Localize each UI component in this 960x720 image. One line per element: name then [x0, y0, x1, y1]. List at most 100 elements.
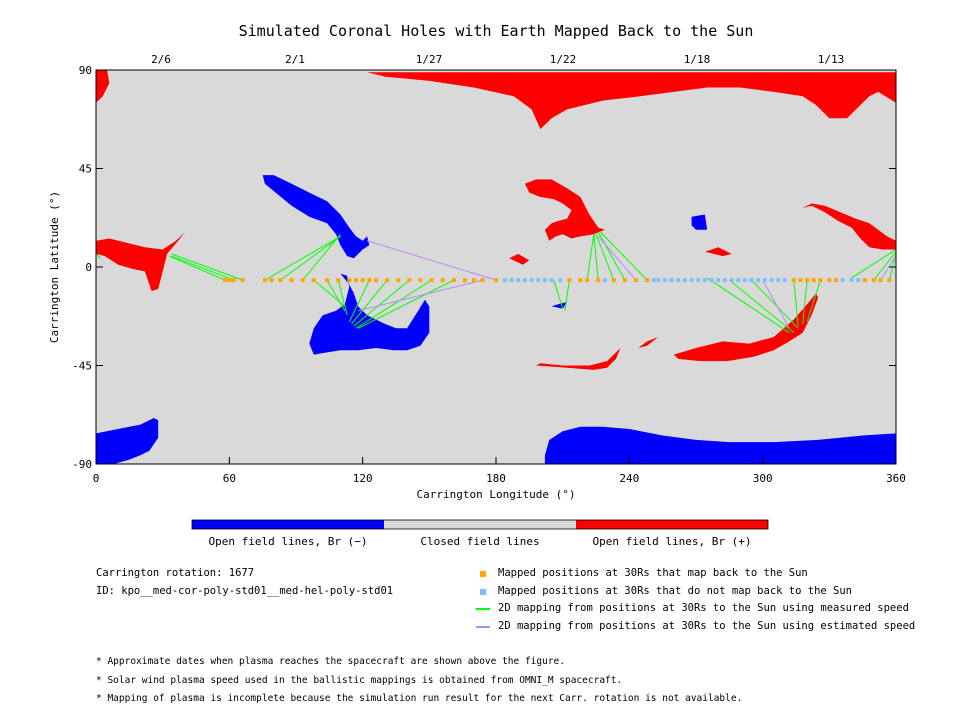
- plot-area: [95, 69, 897, 465]
- unmapped-position-2: [516, 278, 521, 283]
- mapped-position-24: [462, 278, 467, 283]
- legend-measured-label: 2D mapping from positions at 30Rs to the…: [498, 602, 909, 614]
- mapped-position-26: [480, 278, 485, 283]
- unmapped-position-12: [662, 278, 667, 283]
- measured-mapping-line-25: [729, 279, 795, 334]
- negative-coronal-hole-15: [551, 302, 568, 309]
- mapped-position-37: [798, 278, 803, 283]
- measured-mapping-line-17: [564, 280, 570, 311]
- mapped-position-13: [354, 278, 358, 283]
- date-label-5: 1/13: [818, 53, 845, 66]
- positive-coronal-hole-5: [673, 293, 819, 362]
- mapped-position-43: [862, 278, 867, 283]
- positive-coronal-hole-9: [704, 247, 732, 257]
- x-tick-label-3: 180: [486, 472, 506, 485]
- unmapped-position-17: [696, 278, 701, 283]
- negative-coronal-hole-10: [262, 175, 370, 259]
- measured-mapping-line-8: [337, 280, 348, 316]
- mapped-position-12: [347, 278, 352, 283]
- legend-measured-marker: [476, 608, 490, 610]
- date-label-1: 2/1: [285, 53, 305, 66]
- date-label-2: 1/27: [416, 53, 443, 66]
- mapped-position-31: [596, 278, 601, 283]
- positive-coronal-hole-4: [802, 203, 896, 250]
- mapped-position-19: [407, 278, 412, 283]
- unmapped-position-14: [676, 278, 681, 283]
- unmapped-position-31: [840, 278, 845, 283]
- footnote-2: * Solar wind plasma speed used in the ba…: [96, 675, 623, 686]
- mapped-position-2: [231, 278, 236, 283]
- mapped-position-40: [818, 278, 823, 283]
- mapped-position-33: [622, 278, 627, 283]
- x-tick-label-5: 300: [753, 472, 773, 485]
- unmapped-position-11: [656, 278, 661, 283]
- unmapped-position-5: [536, 278, 541, 283]
- x-tick-label-6: 360: [886, 472, 906, 485]
- unmapped-position-30: [782, 278, 787, 283]
- x-tick-label-2: 120: [353, 472, 373, 485]
- measured-mapping-line-4: [280, 235, 341, 281]
- estimated-mapping-line-30: [762, 279, 790, 329]
- mapped-position-5: [269, 278, 274, 283]
- mapped-position-32: [611, 278, 616, 283]
- unmapped-position-16: [689, 278, 694, 283]
- x-axis-ticks: 0 60 120 180 240 300 360: [93, 457, 906, 485]
- measured-mapping-line-12: [355, 279, 432, 329]
- mapped-position-3: [240, 278, 245, 283]
- measured-mapping-line-2: [171, 253, 243, 281]
- measured-mapping-line-5: [302, 233, 341, 281]
- mapped-position-46: [887, 278, 892, 283]
- date-label-3: 1/22: [550, 53, 577, 66]
- unmapped-position-0: [502, 278, 507, 283]
- legend-measured: 2D mapping from positions at 30Rs to the…: [476, 602, 909, 614]
- mapped-position-30: [585, 278, 590, 283]
- legend-mapped: Mapped positions at 30Rs that map back t…: [480, 567, 808, 579]
- date-label-4: 1/18: [684, 53, 711, 66]
- unmapped-position-26: [756, 278, 761, 283]
- measured-mapping-line-35: [95, 253, 101, 259]
- footnote-1: * Approximate dates when plasma reaches …: [96, 656, 565, 667]
- measured-mapping-line-1: [171, 255, 234, 281]
- mapped-position-44: [871, 278, 876, 283]
- mapped-position-36: [791, 278, 796, 283]
- unmapped-position-19: [709, 278, 714, 283]
- unmapped-position-28: [769, 278, 774, 283]
- colorbar-label-closed: Closed field lines: [420, 535, 539, 548]
- measured-mapping-line-21: [597, 231, 626, 281]
- x-axis-label: Carrington Longitude (°): [417, 488, 576, 501]
- y-axis-label: Carrington Latitude (°): [48, 191, 61, 343]
- mapped-position-9: [311, 278, 316, 283]
- measured-mapping-line-31: [851, 249, 897, 279]
- measured-mapping-line-27: [793, 280, 799, 327]
- mapped-position-18: [396, 278, 401, 283]
- unmapped-position-3: [522, 278, 527, 283]
- mapped-position-23: [451, 278, 456, 283]
- unmapped-position-8: [558, 278, 563, 283]
- mapped-position-8: [300, 278, 305, 283]
- chart-title: Simulated Coronal Holes with Earth Mappe…: [239, 22, 754, 40]
- mapped-position-22: [440, 278, 445, 283]
- positive-coronal-hole-6: [638, 337, 659, 348]
- y-axis-ticks: 90 45 0 -45 -90: [72, 64, 896, 471]
- negative-coronal-hole-14: [309, 273, 430, 355]
- mapped-position-29: [578, 278, 583, 283]
- mapped-position-10: [325, 278, 330, 283]
- measured-mapping-line-29: [806, 279, 821, 322]
- x-tick-label-0: 0: [93, 472, 100, 485]
- mapped-position-7: [289, 278, 294, 283]
- mapped-position-21: [429, 278, 434, 283]
- legend-not-mapped: Mapped positions at 30Rs that do not map…: [480, 585, 852, 597]
- negative-coronal-hole-12: [96, 418, 159, 464]
- unmapped-position-9: [602, 278, 607, 283]
- legend-estimated: 2D mapping from positions at 30Rs to the…: [476, 620, 915, 632]
- y-tick-label-1: 45: [79, 163, 92, 176]
- positive-coronal-hole-8: [509, 253, 530, 265]
- y-tick-label-0: 90: [79, 64, 92, 77]
- measured-mapping-line-9: [348, 279, 370, 322]
- legend-mapped-label: Mapped positions at 30Rs that map back t…: [498, 567, 808, 579]
- estimated-mapping-line-23: [597, 236, 637, 281]
- colorbar-label-positive: Open field lines, Br (+): [593, 535, 752, 548]
- unmapped-position-6: [542, 278, 547, 283]
- mapped-position-6: [278, 278, 283, 283]
